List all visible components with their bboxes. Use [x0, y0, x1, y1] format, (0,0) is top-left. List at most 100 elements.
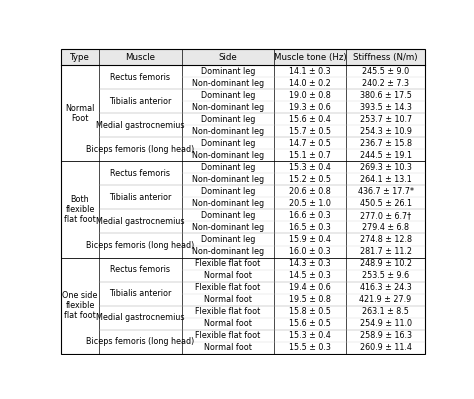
Text: 15.3 ± 0.4: 15.3 ± 0.4 [290, 331, 331, 340]
Text: Non-dominant leg: Non-dominant leg [192, 175, 264, 184]
Text: Normal foot: Normal foot [204, 295, 252, 304]
Text: Dominant leg: Dominant leg [201, 163, 255, 172]
Text: Tibialis anterior: Tibialis anterior [109, 193, 172, 202]
Bar [61, 65, 425, 77]
Text: 269.3 ± 10.3: 269.3 ± 10.3 [360, 163, 411, 172]
Text: Flexible flat foot: Flexible flat foot [195, 283, 261, 292]
Text: 19.4 ± 0.6: 19.4 ± 0.6 [290, 283, 331, 292]
Bar [61, 342, 425, 354]
Text: Dominant leg: Dominant leg [201, 67, 255, 76]
Text: 15.7 ± 0.5: 15.7 ± 0.5 [289, 127, 331, 136]
Text: Dominant leg: Dominant leg [201, 187, 255, 196]
Text: 16.5 ± 0.3: 16.5 ± 0.3 [290, 223, 331, 232]
Text: 436.7 ± 17.7*: 436.7 ± 17.7* [357, 187, 414, 196]
Bar [61, 137, 425, 150]
Bar [61, 330, 425, 342]
Bar [61, 49, 99, 65]
Text: Dominant leg: Dominant leg [201, 91, 255, 100]
Text: Flexible flat foot: Flexible flat foot [195, 331, 261, 340]
Bar [61, 77, 425, 89]
Text: 14.3 ± 0.3: 14.3 ± 0.3 [290, 259, 331, 268]
Bar [61, 101, 425, 113]
Text: Muscle tone (Hz): Muscle tone (Hz) [274, 53, 346, 62]
Text: Normal foot: Normal foot [204, 271, 252, 280]
Text: Tibialis anterior: Tibialis anterior [109, 97, 172, 106]
Text: Biceps femoris (long head): Biceps femoris (long head) [86, 337, 194, 346]
Text: 19.0 ± 0.8: 19.0 ± 0.8 [290, 91, 331, 100]
Text: 15.8 ± 0.5: 15.8 ± 0.5 [289, 307, 331, 316]
Text: 248.9 ± 10.2: 248.9 ± 10.2 [360, 259, 411, 268]
Text: 20.6 ± 0.8: 20.6 ± 0.8 [290, 187, 331, 196]
Text: 19.3 ± 0.6: 19.3 ± 0.6 [290, 103, 331, 112]
Text: 274.8 ± 12.8: 274.8 ± 12.8 [360, 235, 411, 244]
Text: 254.9 ± 11.0: 254.9 ± 11.0 [360, 319, 411, 328]
Text: Medial gastrocnemius: Medial gastrocnemius [96, 313, 184, 322]
Text: Non-dominant leg: Non-dominant leg [192, 79, 264, 88]
Bar [61, 198, 425, 209]
Bar [61, 209, 425, 221]
Text: 15.9 ± 0.4: 15.9 ± 0.4 [289, 235, 331, 244]
Text: 15.1 ± 0.7: 15.1 ± 0.7 [289, 151, 331, 160]
Bar [182, 49, 274, 65]
Bar [61, 162, 425, 174]
Text: Non-dominant leg: Non-dominant leg [192, 199, 264, 208]
Text: 277.0 ± 6.7†: 277.0 ± 6.7† [360, 211, 411, 220]
Text: Flexible flat foot: Flexible flat foot [195, 259, 261, 268]
Text: Rectus femoris: Rectus femoris [110, 73, 170, 82]
Text: 14.0 ± 0.2: 14.0 ± 0.2 [290, 79, 331, 88]
Text: 14.1 ± 0.3: 14.1 ± 0.3 [290, 67, 331, 76]
Text: Rectus femoris: Rectus femoris [110, 265, 170, 274]
Text: Side: Side [219, 53, 237, 62]
Text: Dominant leg: Dominant leg [201, 115, 255, 124]
Text: Dominant leg: Dominant leg [201, 211, 255, 220]
Text: 15.3 ± 0.4: 15.3 ± 0.4 [290, 163, 331, 172]
Text: Stiffness (N/m): Stiffness (N/m) [353, 53, 418, 62]
Text: One side
flexible
flat foot: One side flexible flat foot [63, 290, 98, 320]
Text: 245.5 ± 9.0: 245.5 ± 9.0 [362, 67, 409, 76]
Text: Non-dominant leg: Non-dominant leg [192, 247, 264, 256]
Text: 264.1 ± 13.1: 264.1 ± 13.1 [360, 175, 411, 184]
Text: Biceps femoris (long head): Biceps femoris (long head) [86, 145, 194, 154]
Text: 244.5 ± 19.1: 244.5 ± 19.1 [360, 151, 411, 160]
Text: Medial gastrocnemius: Medial gastrocnemius [96, 121, 184, 130]
Text: Normal
Foot: Normal Foot [65, 104, 95, 123]
Text: 20.5 ± 1.0: 20.5 ± 1.0 [289, 199, 331, 208]
Text: Medial gastrocnemius: Medial gastrocnemius [96, 217, 184, 226]
Text: 16.0 ± 0.3: 16.0 ± 0.3 [290, 247, 331, 256]
Text: 236.7 ± 15.8: 236.7 ± 15.8 [360, 139, 411, 148]
Text: 416.3 ± 24.3: 416.3 ± 24.3 [360, 283, 411, 292]
Text: 15.5 ± 0.3: 15.5 ± 0.3 [289, 343, 331, 352]
Text: Rectus femoris: Rectus femoris [110, 169, 170, 178]
Bar [99, 49, 182, 65]
Text: Flexible flat foot: Flexible flat foot [195, 307, 261, 316]
Text: 393.5 ± 14.3: 393.5 ± 14.3 [360, 103, 411, 112]
Bar [61, 150, 425, 162]
Bar [61, 233, 425, 245]
Text: 263.1 ± 8.5: 263.1 ± 8.5 [362, 307, 409, 316]
Text: 253.5 ± 9.6: 253.5 ± 9.6 [362, 271, 409, 280]
Text: 421.9 ± 27.9: 421.9 ± 27.9 [359, 295, 412, 304]
Text: 450.5 ± 26.1: 450.5 ± 26.1 [360, 199, 411, 208]
Text: Biceps femoris (long head): Biceps femoris (long head) [86, 241, 194, 250]
Text: Tibialis anterior: Tibialis anterior [109, 289, 172, 298]
Text: Non-dominant leg: Non-dominant leg [192, 223, 264, 232]
Bar [274, 49, 346, 65]
Text: 258.9 ± 16.3: 258.9 ± 16.3 [360, 331, 411, 340]
Text: Non-dominant leg: Non-dominant leg [192, 151, 264, 160]
Text: 15.6 ± 0.4: 15.6 ± 0.4 [290, 115, 331, 124]
Text: 279.4 ± 6.8: 279.4 ± 6.8 [362, 223, 409, 232]
Bar [61, 221, 425, 233]
Bar [61, 245, 425, 257]
Text: Normal foot: Normal foot [204, 319, 252, 328]
Text: 254.3 ± 10.9: 254.3 ± 10.9 [360, 127, 411, 136]
Text: Muscle: Muscle [125, 53, 155, 62]
Bar [61, 125, 425, 137]
Bar [61, 306, 425, 318]
Text: Dominant leg: Dominant leg [201, 235, 255, 244]
Bar [61, 269, 425, 282]
Bar [61, 186, 425, 198]
Bar [61, 282, 425, 294]
Bar [61, 294, 425, 306]
Text: Normal foot: Normal foot [204, 343, 252, 352]
Text: 14.5 ± 0.3: 14.5 ± 0.3 [290, 271, 331, 280]
